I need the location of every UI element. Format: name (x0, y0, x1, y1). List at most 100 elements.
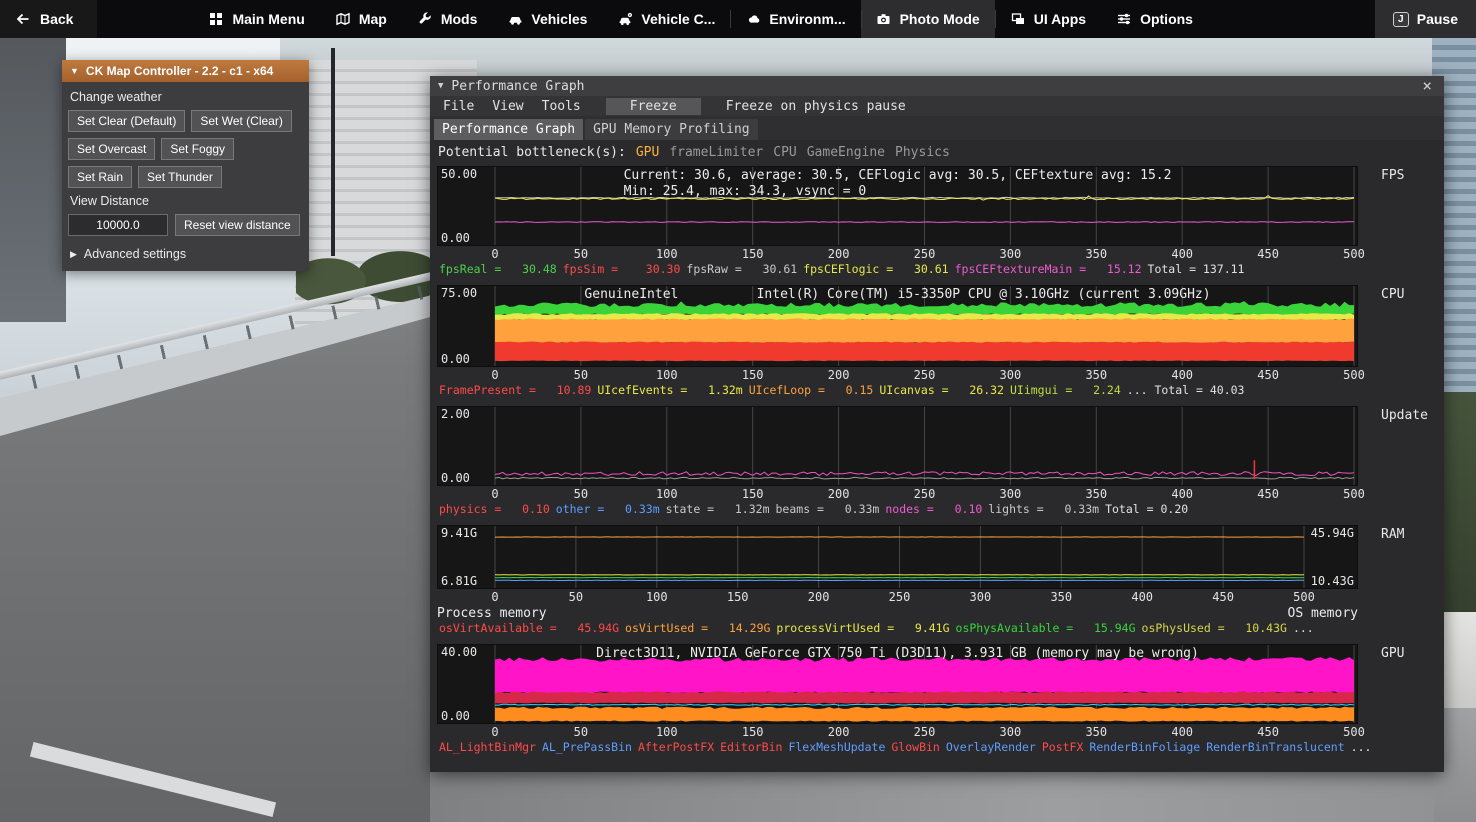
x-tick-50: 50 (574, 487, 588, 501)
bottleneck-gameengine: GameEngine (807, 145, 885, 160)
cpu-stats-row: FramePresent = 10.89UIcefEvents = 1.32mU… (439, 383, 1444, 400)
fps-x-ticks: 050100150200250300350400450500 (437, 246, 1444, 262)
topbar-item-map[interactable]: Map (320, 0, 402, 38)
menu-view[interactable]: View (483, 98, 532, 115)
process-memory-label: Process memory (437, 606, 547, 621)
x-tick-500: 500 (1343, 725, 1365, 739)
topbar-item-environment[interactable]: Environm... (730, 0, 860, 38)
stat-overlayrender: OverlayRender (946, 740, 1036, 754)
topbar-item-label: Options (1140, 11, 1193, 27)
topbar-item-label: Main Menu (232, 11, 304, 27)
weather-button-set-clear-default[interactable]: Set Clear (Default) (68, 110, 185, 132)
topbar-item-mods[interactable]: Mods (402, 0, 493, 38)
reset-view-distance-button[interactable]: Reset view distance (175, 214, 300, 236)
topbar-item-options[interactable]: Options (1101, 0, 1208, 38)
stat-osvirtavailable: osVirtAvailable = 45.94G (439, 621, 619, 635)
bottleneck-gpu: GPU (636, 145, 659, 160)
os-memory-label: OS memory (1288, 606, 1358, 621)
camera-icon (876, 11, 892, 27)
memory-labels-row: Process memory OS memory (437, 605, 1358, 621)
stat-: ... (1293, 621, 1314, 635)
x-tick-200: 200 (808, 590, 830, 604)
menu-tools[interactable]: Tools (533, 98, 590, 115)
bottleneck-cpu: CPU (773, 145, 796, 160)
bottleneck-physics: Physics (895, 145, 950, 160)
weather-button-set-wet-clear[interactable]: Set Wet (Clear) (191, 110, 291, 132)
stat-fpsceftexturemain: fpsCEFtextureMain = 15.12 (955, 262, 1142, 276)
stat-osphysused: osPhysUsed = 10.43G (1142, 621, 1287, 635)
freeze-button[interactable]: Freeze (606, 98, 701, 115)
x-tick-500: 500 (1343, 247, 1365, 261)
options-icon (1116, 11, 1132, 27)
advanced-settings-toggle[interactable]: ▶ Advanced settings (68, 245, 303, 263)
stat-total: Total = 0.20 (1105, 502, 1188, 516)
back-button[interactable]: Back (0, 0, 97, 38)
stat-processvirtused: processVirtUsed = 9.41G (776, 621, 949, 635)
x-tick-50: 50 (574, 247, 588, 261)
x-tick-150: 150 (742, 368, 764, 382)
x-tick-250: 250 (889, 590, 911, 604)
back-arrow-icon (14, 11, 30, 27)
x-tick-450: 450 (1212, 590, 1234, 604)
menu-file[interactable]: File (434, 98, 483, 115)
map-controller-body: Change weather Set Clear (Default)Set We… (62, 82, 309, 271)
x-tick-450: 450 (1257, 487, 1279, 501)
view-distance-label: View Distance (70, 194, 301, 208)
weather-button-set-overcast[interactable]: Set Overcast (68, 138, 155, 160)
dark-building (0, 38, 66, 322)
fps-axis-title: FPS (1381, 168, 1404, 183)
topbar-item-label: UI Apps (1034, 11, 1086, 27)
ui-apps-icon (1010, 11, 1026, 27)
cpu-y-max-label: 75.00 (441, 286, 477, 300)
x-tick-200: 200 (828, 368, 850, 382)
x-tick-400: 400 (1171, 368, 1193, 382)
back-label: Back (40, 11, 73, 27)
x-tick-400: 400 (1131, 590, 1153, 604)
gpu-plot[interactable]: 40.000.00Direct3D11, NVIDIA GeForce GTX … (437, 644, 1358, 724)
close-icon[interactable]: × (1418, 79, 1436, 93)
mods-icon (417, 11, 433, 27)
freeze-on-physics-pause-toggle[interactable]: Freeze on physics pause (717, 98, 915, 115)
graph-gpu: 40.000.00Direct3D11, NVIDIA GeForce GTX … (430, 644, 1444, 757)
collapse-triangle-icon: ▼ (438, 82, 443, 91)
x-tick-250: 250 (914, 368, 936, 382)
fps-plot[interactable]: 50.000.00Current: 30.6, average: 30.5, C… (437, 166, 1358, 246)
performance-graph-titlebar[interactable]: ▼ Performance Graph × (430, 76, 1444, 96)
tab-performance-graph[interactable]: Performance Graph (434, 119, 583, 140)
x-tick-250: 250 (914, 247, 936, 261)
gpu-plot-canvas (437, 644, 1358, 724)
ram-plot[interactable]: 9.41G6.81G45.94G10.43G (437, 525, 1358, 589)
gpu-axis-title: GPU (1381, 646, 1404, 661)
topbar-item-vehicle-config[interactable]: Vehicle C... (602, 0, 730, 38)
graphs-container: 50.000.00Current: 30.6, average: 30.5, C… (430, 164, 1444, 757)
weather-button-set-foggy[interactable]: Set Foggy (161, 138, 234, 160)
map-controller-titlebar[interactable]: ▼ CK Map Controller - 2.2 - c1 - x64 (62, 60, 309, 82)
update-plot[interactable]: 2.000.00 (437, 406, 1358, 486)
x-tick-100: 100 (646, 590, 668, 604)
topbar-item-label: Vehicles (531, 11, 587, 27)
topbar-item-ui-apps[interactable]: UI Apps (995, 0, 1101, 38)
topbar-item-photo-mode[interactable]: Photo Mode (861, 0, 995, 38)
x-tick-250: 250 (914, 725, 936, 739)
performance-tab-bar: Performance GraphGPU Memory Profiling (430, 116, 1444, 140)
x-tick-500: 500 (1293, 590, 1315, 604)
stat-uicanvas: UIcanvas = 26.32 (879, 383, 1004, 397)
stat-other: other = 0.33m (556, 502, 660, 516)
tab-gpu-memory-profiling[interactable]: GPU Memory Profiling (585, 119, 758, 140)
topbar-item-vehicles[interactable]: Vehicles (492, 0, 602, 38)
fps-y-max-label: 50.00 (441, 167, 477, 181)
pause-button[interactable]: J Pause (1375, 0, 1476, 38)
weather-button-set-rain[interactable]: Set Rain (68, 166, 132, 188)
cpu-plot[interactable]: 75.000.00GenuineIntel Intel(R) Core(TM) … (437, 285, 1358, 367)
topbar-item-label: Photo Mode (900, 11, 980, 27)
topbar-item-main-menu[interactable]: Main Menu (193, 0, 319, 38)
x-tick-300: 300 (1000, 725, 1022, 739)
stat-total: ... Total = 40.03 (1127, 383, 1245, 397)
update-y-min-label: 0.00 (441, 471, 470, 485)
map-icon (335, 11, 351, 27)
x-tick-0: 0 (491, 247, 498, 261)
stat-al-prepassbin: AL_PrePassBin (542, 740, 632, 754)
update-plot-row: 2.000.00Update (437, 406, 1444, 486)
view-distance-input[interactable]: 10000.0 (68, 214, 168, 236)
weather-button-set-thunder[interactable]: Set Thunder (138, 166, 222, 188)
